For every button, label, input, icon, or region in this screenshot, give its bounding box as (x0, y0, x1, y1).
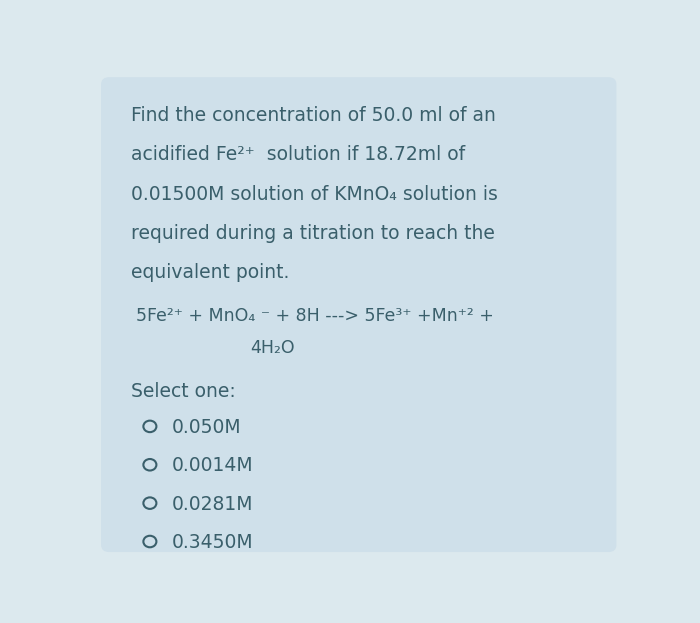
Text: 0.3450M: 0.3450M (172, 533, 253, 552)
Text: equivalent point.: equivalent point. (131, 264, 289, 282)
Text: 0.050M: 0.050M (172, 418, 242, 437)
Text: 0.0281M: 0.0281M (172, 495, 253, 513)
Text: Find the concentration of 50.0 ml of an: Find the concentration of 50.0 ml of an (131, 106, 496, 125)
FancyBboxPatch shape (101, 77, 617, 552)
Text: Select one:: Select one: (131, 382, 236, 401)
Text: 0.0014M: 0.0014M (172, 456, 253, 475)
Text: acidified Fe²⁺  solution if 18.72ml of: acidified Fe²⁺ solution if 18.72ml of (131, 145, 465, 164)
Text: 5Fe²⁺ + MnO₄ ⁻ + 8H ---> 5Fe³⁺ +Mn⁺² +: 5Fe²⁺ + MnO₄ ⁻ + 8H ---> 5Fe³⁺ +Mn⁺² + (136, 307, 494, 325)
Text: 4H₂O: 4H₂O (251, 339, 295, 356)
Text: required during a titration to reach the: required during a titration to reach the (131, 224, 495, 243)
Text: 0.01500M solution of KMnO₄ solution is: 0.01500M solution of KMnO₄ solution is (131, 184, 498, 204)
